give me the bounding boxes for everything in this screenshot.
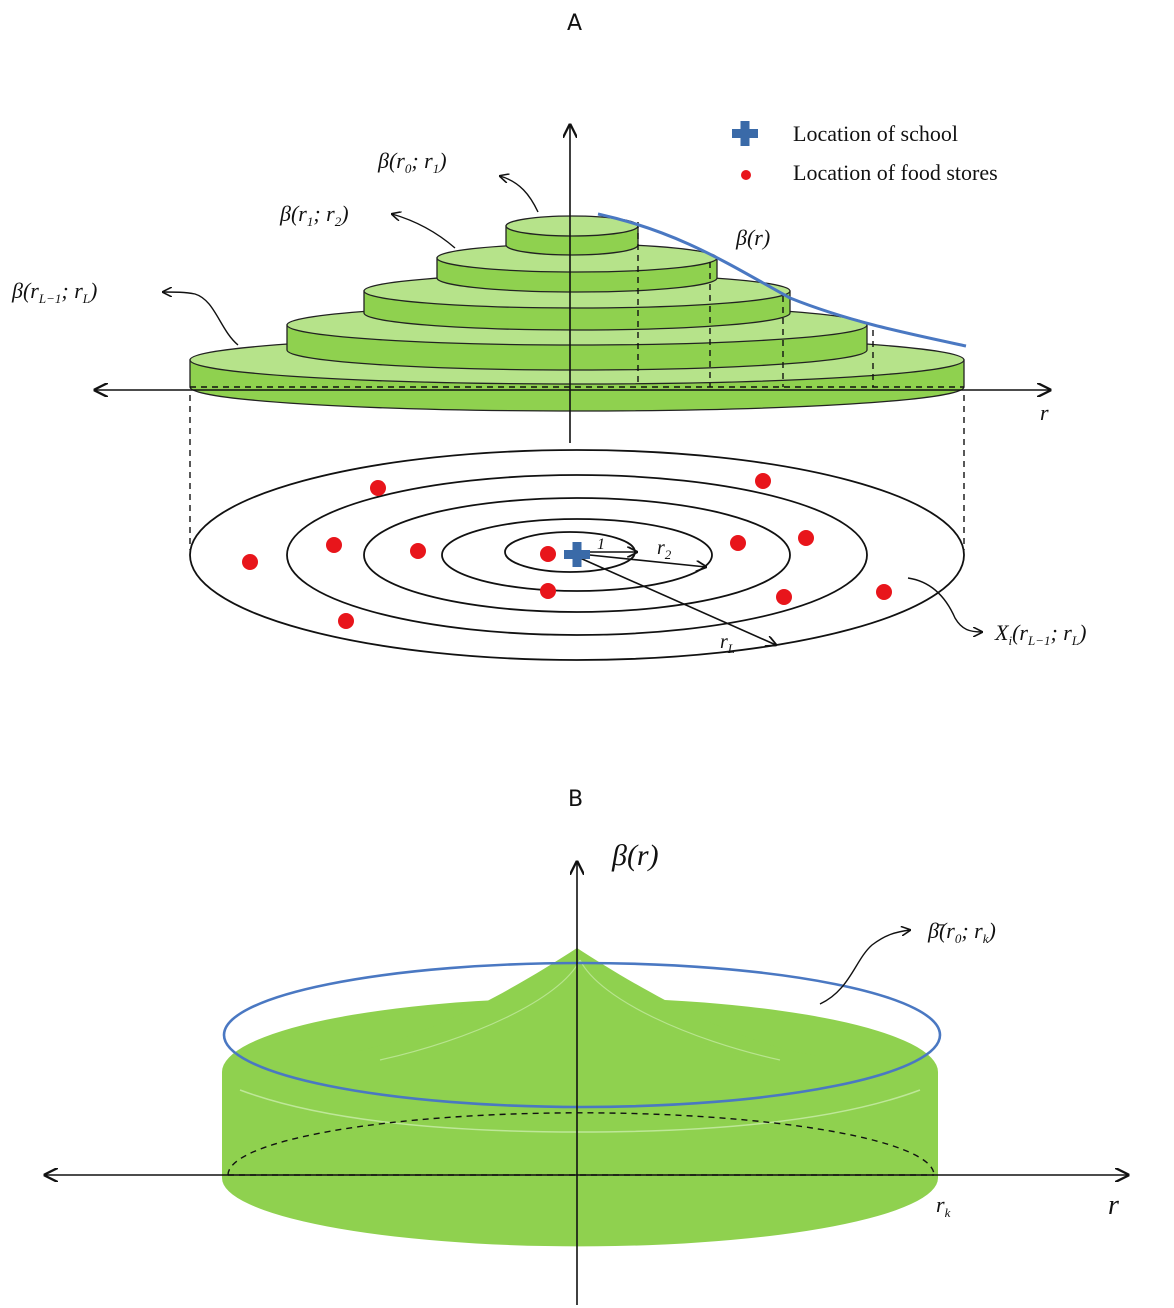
food-store-dot [730,535,746,551]
beta-curve [597,212,967,348]
disk-2 [436,243,718,293]
food-store-dot [776,589,792,605]
radius-r2-label: r2 [657,537,672,562]
legend: Location of school Location of food stor… [732,121,998,185]
food-store-legend-icon [741,170,751,180]
school-legend-icon [732,121,758,146]
food-store-dot [338,613,354,629]
pointer-beta-r1-r2 [392,214,456,249]
food-store-dot [242,554,258,570]
food-store-dot [876,584,892,600]
panel-b: B β(r) β̄(r0; rk) rk r [45,787,1128,1305]
stacked-disks [189,215,965,412]
radius-r1-label: 1 [597,536,605,553]
food-store-dot [798,530,814,546]
legend-school-label: Location of school [793,121,958,146]
pointer-ring-label [907,577,982,632]
beta-bar-ellipse [222,961,942,1109]
label-beta-r1-r2: β(r1; r2) [279,201,349,229]
school-marker [564,542,590,567]
food-store-dot [370,480,386,496]
label-rk: rk [936,1192,951,1220]
radius-rL-label: rL [720,631,735,656]
food-store-dot [540,546,556,562]
label-beta-rL1-rL: β(rL−1; rL) [11,278,97,306]
axis-r-label-b: r [1108,1190,1119,1221]
panel-a-label: A [567,11,582,36]
cylinder [222,948,938,1247]
disk-1 [505,215,639,256]
food-store-dot [326,537,342,553]
label-beta-bar: β̄(r0; rk) [927,918,996,946]
axis-r-label-a: r [1040,400,1049,425]
food-store-dots [242,473,892,629]
label-beta-r-b: β(r) [611,839,659,872]
label-beta-r0-r1: β(r0; r1) [377,148,447,176]
pointer-beta-bar [819,930,910,1005]
cone-peak [330,948,820,1056]
pointer-beta-r0-r1 [500,176,539,213]
label-ring-X: Xi(rL−1; rL) [994,620,1086,648]
label-beta-r-a: β(r) [735,225,770,250]
panel-b-label: B [568,787,583,812]
panel-a: A Location of school Location of food st… [11,11,1086,661]
food-store-dot [755,473,771,489]
cylinder-body [222,998,938,1247]
pointer-beta-rL1-rL [163,292,239,346]
food-store-dot [540,583,556,599]
base-ellipse-dashed [227,1112,935,1176]
legend-food-stores-label: Location of food stores [793,160,998,185]
radius-r2-arrow [579,553,706,567]
food-store-dot [410,543,426,559]
radius-rL-arrow [579,557,776,645]
